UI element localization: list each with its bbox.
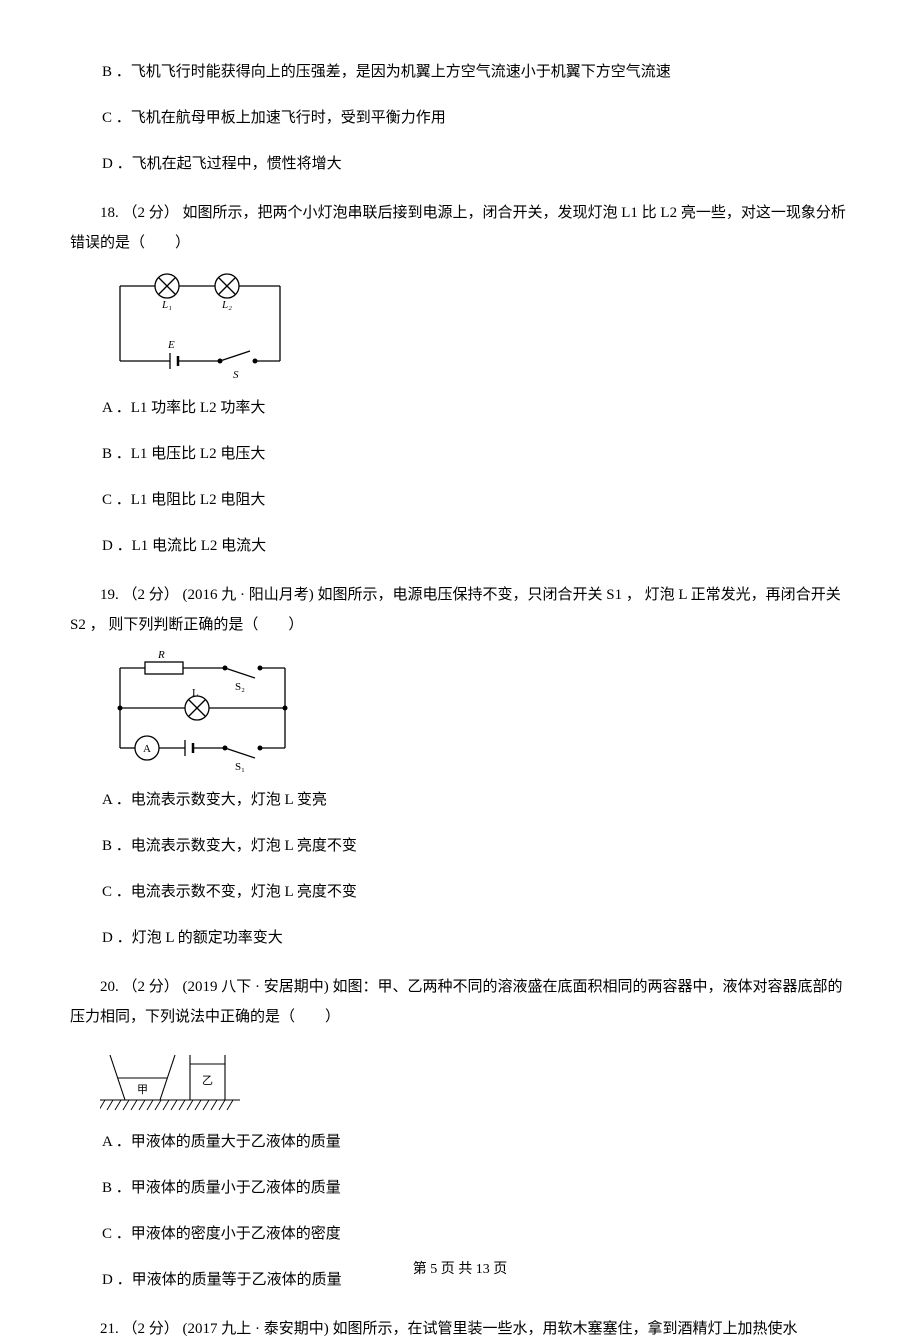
q20-text: 20. （2 分） (2019 八下 · 安居期中) 如图：甲、乙两种不同的溶液… [70, 972, 850, 1032]
q17-option-b[interactable]: B ．飞机飞行时能获得向上的压强差，是因为机翼上方空气流速小于机翼下方空气流速 [70, 60, 850, 84]
svg-text:E: E [167, 339, 175, 351]
svg-text:L₁: L₁ [161, 299, 172, 311]
option-text: B ．甲液体的质量小于乙液体的质量 [102, 1180, 341, 1196]
q18-option-a[interactable]: A ．L1 功率比 L2 功率大 [70, 396, 850, 420]
q19-option-d[interactable]: D ．灯泡 L 的额定功率变大 [70, 926, 850, 950]
q20-option-b[interactable]: B ．甲液体的质量小于乙液体的质量 [70, 1176, 850, 1200]
option-text: B ．飞机飞行时能获得向上的压强差，是因为机翼上方空气流速小于机翼下方空气流速 [102, 64, 671, 80]
option-text: C ．电流表示数不变，灯泡 L 亮度不变 [102, 884, 357, 900]
q19-option-c[interactable]: C ．电流表示数不变，灯泡 L 亮度不变 [70, 880, 850, 904]
option-text: A ．甲液体的质量大于乙液体的质量 [102, 1134, 341, 1150]
q18-option-b[interactable]: B ．L1 电压比 L2 电压大 [70, 442, 850, 466]
option-text: A ．L1 功率比 L2 功率大 [102, 400, 265, 416]
option-text: D ．L1 电流比 L2 电流大 [102, 538, 266, 554]
option-text: D ．灯泡 L 的额定功率变大 [102, 930, 283, 946]
svg-text:S₂: S₂ [235, 681, 245, 693]
svg-text:S: S [233, 369, 239, 381]
q19-option-b[interactable]: B ．电流表示数变大，灯泡 L 亮度不变 [70, 834, 850, 858]
page-footer: 第 5 页 共 13 页 [0, 1258, 920, 1278]
q19-circuit-diagram: A R S₂ L S₁ [100, 648, 850, 778]
q20-option-a[interactable]: A ．甲液体的质量大于乙液体的质量 [70, 1130, 850, 1154]
option-text: C ．甲液体的密度小于乙液体的密度 [102, 1226, 341, 1242]
q17-option-c[interactable]: C ．飞机在航母甲板上加速飞行时，受到平衡力作用 [70, 106, 850, 130]
svg-text:L: L [192, 687, 199, 699]
q17-option-d[interactable]: D ．飞机在起飞过程中，惯性将增大 [70, 152, 850, 176]
option-text: C ．L1 电阻比 L2 电阻大 [102, 492, 265, 508]
q20-container-diagram: 甲乙 [100, 1040, 850, 1120]
svg-text:L₂: L₂ [221, 299, 232, 311]
q18-option-d[interactable]: D ．L1 电流比 L2 电流大 [70, 534, 850, 558]
q18-circuit-diagram: L₁ L₂ E S [100, 266, 850, 386]
q21-text: 21. （2 分） (2017 九上 · 泰安期中) 如图所示，在试管里装一些水… [70, 1314, 850, 1344]
option-text: A ．电流表示数变大，灯泡 L 变亮 [102, 792, 327, 808]
option-text: C ．飞机在航母甲板上加速飞行时，受到平衡力作用 [102, 110, 446, 126]
q19-option-a[interactable]: A ．电流表示数变大，灯泡 L 变亮 [70, 788, 850, 812]
option-text: B ．L1 电压比 L2 电压大 [102, 446, 265, 462]
q18-option-c[interactable]: C ．L1 电阻比 L2 电阻大 [70, 488, 850, 512]
option-text: B ．电流表示数变大，灯泡 L 亮度不变 [102, 838, 357, 854]
svg-text:R: R [157, 649, 165, 661]
q19-text: 19. （2 分） (2016 九 · 阳山月考) 如图所示，电源电压保持不变，… [70, 580, 850, 640]
svg-text:S₁: S₁ [235, 761, 245, 773]
option-text: D ．飞机在起飞过程中，惯性将增大 [102, 156, 342, 172]
svg-text:甲: 甲 [137, 1084, 148, 1096]
q18-text: 18. （2 分） 如图所示，把两个小灯泡串联后接到电源上，闭合开关，发现灯泡 … [70, 198, 850, 258]
svg-text:A: A [143, 743, 151, 755]
svg-text:乙: 乙 [202, 1074, 213, 1087]
q20-option-c[interactable]: C ．甲液体的密度小于乙液体的密度 [70, 1222, 850, 1246]
